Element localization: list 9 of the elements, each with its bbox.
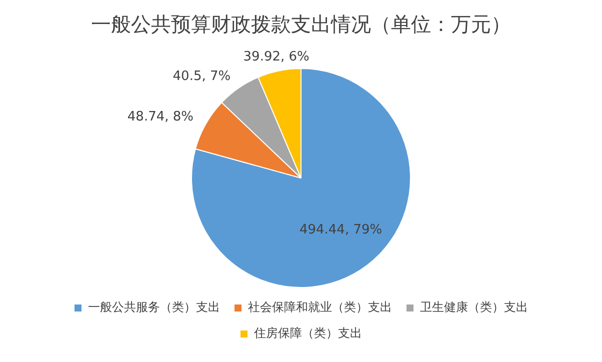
legend-label: 社会保障和就业（类）支出 [248, 300, 392, 314]
legend-label: 住房保障（类）支出 [253, 326, 362, 340]
legend-label: 卫生健康（类）支出 [420, 300, 528, 314]
chart-title: 一般公共预算财政拨款支出情况（单位：万元） [91, 12, 511, 36]
data-label: 39.92, 6% [243, 49, 310, 64]
data-label: 48.74, 8% [127, 110, 194, 125]
data-label: 40.5, 7% [172, 68, 231, 84]
data-label: 494.44, 79% [299, 222, 382, 238]
legend-label: 一般公共服务（类）支出 [88, 300, 220, 314]
